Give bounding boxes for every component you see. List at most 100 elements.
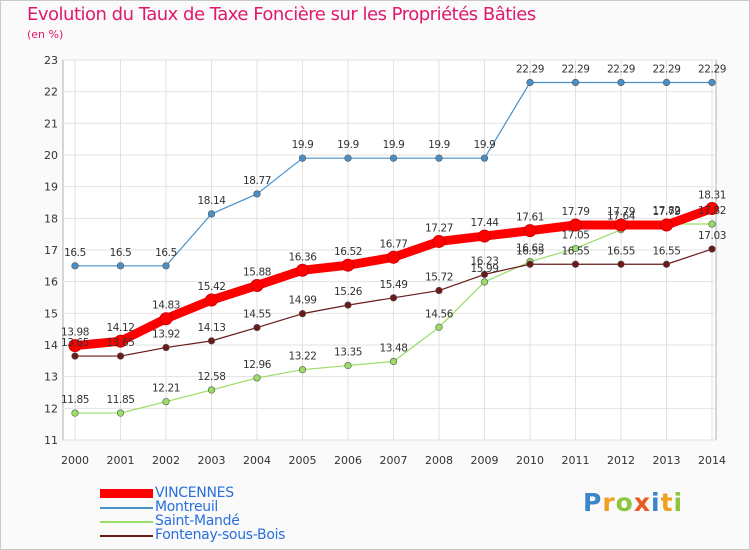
data-label: 16.63: [516, 243, 544, 255]
data-point: [705, 202, 719, 216]
data-label: 17.64: [607, 211, 636, 223]
data-label: 13.65: [106, 337, 134, 349]
data-label: 17.03: [698, 230, 726, 242]
data-label: 11.85: [106, 394, 134, 406]
data-label: 22.29: [561, 63, 589, 75]
y-tick-label: 16: [44, 276, 58, 289]
data-label: 22.29: [516, 63, 544, 75]
data-point: [207, 337, 216, 345]
data-point: [432, 234, 446, 248]
data-point: [114, 334, 127, 348]
data-point: [162, 262, 170, 270]
x-tick-label: 2012: [607, 454, 635, 467]
chart-unit: (en %): [27, 28, 64, 41]
data-point: [571, 78, 580, 87]
data-label: 18.31: [698, 190, 726, 202]
data-label: 22.29: [652, 63, 680, 75]
data-point: [708, 78, 716, 87]
data-label: 16.52: [334, 246, 362, 258]
data-point: [617, 78, 625, 87]
data-label: 17.61: [516, 212, 544, 224]
data-label: 17.79: [652, 206, 680, 218]
data-point: [250, 278, 264, 292]
data-label: 13.48: [379, 342, 407, 354]
data-label: 17.79: [607, 206, 635, 218]
data-point: [205, 293, 218, 307]
x-tick-label: 2001: [107, 454, 135, 467]
data-label: 13.92: [152, 329, 180, 341]
data-label: 16.36: [288, 251, 317, 263]
data-point: [660, 218, 673, 232]
data-point: [708, 220, 716, 228]
data-point: [662, 260, 671, 268]
logo-letter: i: [651, 488, 661, 517]
x-tick-label: 2010: [516, 454, 544, 467]
data-point: [569, 218, 582, 232]
data-point: [435, 154, 443, 162]
data-label: 15.99: [470, 263, 498, 275]
data-point: [708, 245, 716, 253]
x-tick-label: 2013: [653, 454, 681, 467]
data-label: 19.9: [428, 139, 450, 151]
data-point: [435, 323, 443, 331]
x-tick-label: 2011: [562, 454, 590, 467]
data-point: [68, 339, 82, 353]
data-point: [71, 352, 79, 360]
data-point: [298, 154, 307, 162]
data-point: [207, 386, 216, 394]
data-label: 17.82: [698, 205, 726, 217]
data-point: [344, 154, 352, 162]
x-tick-label: 2004: [243, 454, 271, 467]
logo-letter: r: [602, 488, 616, 517]
data-point: [617, 260, 625, 268]
data-label: 15.49: [379, 279, 407, 291]
data-point: [526, 78, 534, 87]
data-point: [162, 343, 170, 352]
y-tick-label: 14: [44, 339, 58, 352]
data-label: 22.29: [698, 63, 726, 75]
x-tick-label: 2007: [380, 454, 408, 467]
logo-letter: t: [660, 488, 674, 517]
x-tick-label: 2014: [698, 454, 726, 467]
data-label: 11.85: [61, 394, 89, 406]
y-tick-label: 21: [44, 117, 58, 130]
data-point: [296, 263, 309, 277]
y-tick-label: 20: [44, 149, 58, 162]
data-label: 14.55: [243, 309, 271, 321]
data-label: 18.77: [243, 175, 271, 187]
data-point: [116, 352, 125, 360]
chart-title: Evolution du Taux de Taxe Foncière sur l…: [27, 4, 536, 25]
x-tick-label: 2005: [289, 454, 317, 467]
proxiti-logo: Proxiti: [583, 488, 683, 517]
legend-label: Saint-Mandé: [155, 513, 240, 529]
data-label: 15.26: [334, 286, 363, 298]
data-point: [389, 294, 398, 302]
data-label: 16.5: [155, 247, 177, 259]
y-tick-label: 23: [44, 54, 58, 67]
data-point: [478, 229, 491, 243]
data-label: 17.44: [470, 217, 499, 229]
data-label: 16.55: [561, 245, 589, 257]
data-label: 15.72: [425, 272, 453, 284]
y-tick-label: 12: [44, 402, 58, 415]
data-point: [662, 78, 671, 87]
data-point: [116, 409, 125, 417]
data-point: [480, 270, 489, 278]
data-point: [614, 218, 628, 232]
legend-swatch-saint-mande: [100, 521, 153, 523]
data-label: 13.35: [334, 347, 362, 359]
data-point: [571, 244, 580, 253]
data-point: [116, 262, 125, 270]
logo-letter: i: [673, 488, 684, 517]
data-point: [71, 262, 79, 270]
data-point: [344, 301, 352, 309]
data-label: 17.05: [561, 229, 589, 241]
data-point: [526, 260, 534, 268]
data-label: 19.9: [337, 139, 359, 151]
legend-swatch-fontenay: [100, 535, 153, 537]
logo-letter: P: [583, 488, 603, 517]
y-tick-label: 13: [44, 371, 58, 384]
data-label: 16.23: [470, 255, 498, 267]
data-point: [253, 190, 261, 198]
